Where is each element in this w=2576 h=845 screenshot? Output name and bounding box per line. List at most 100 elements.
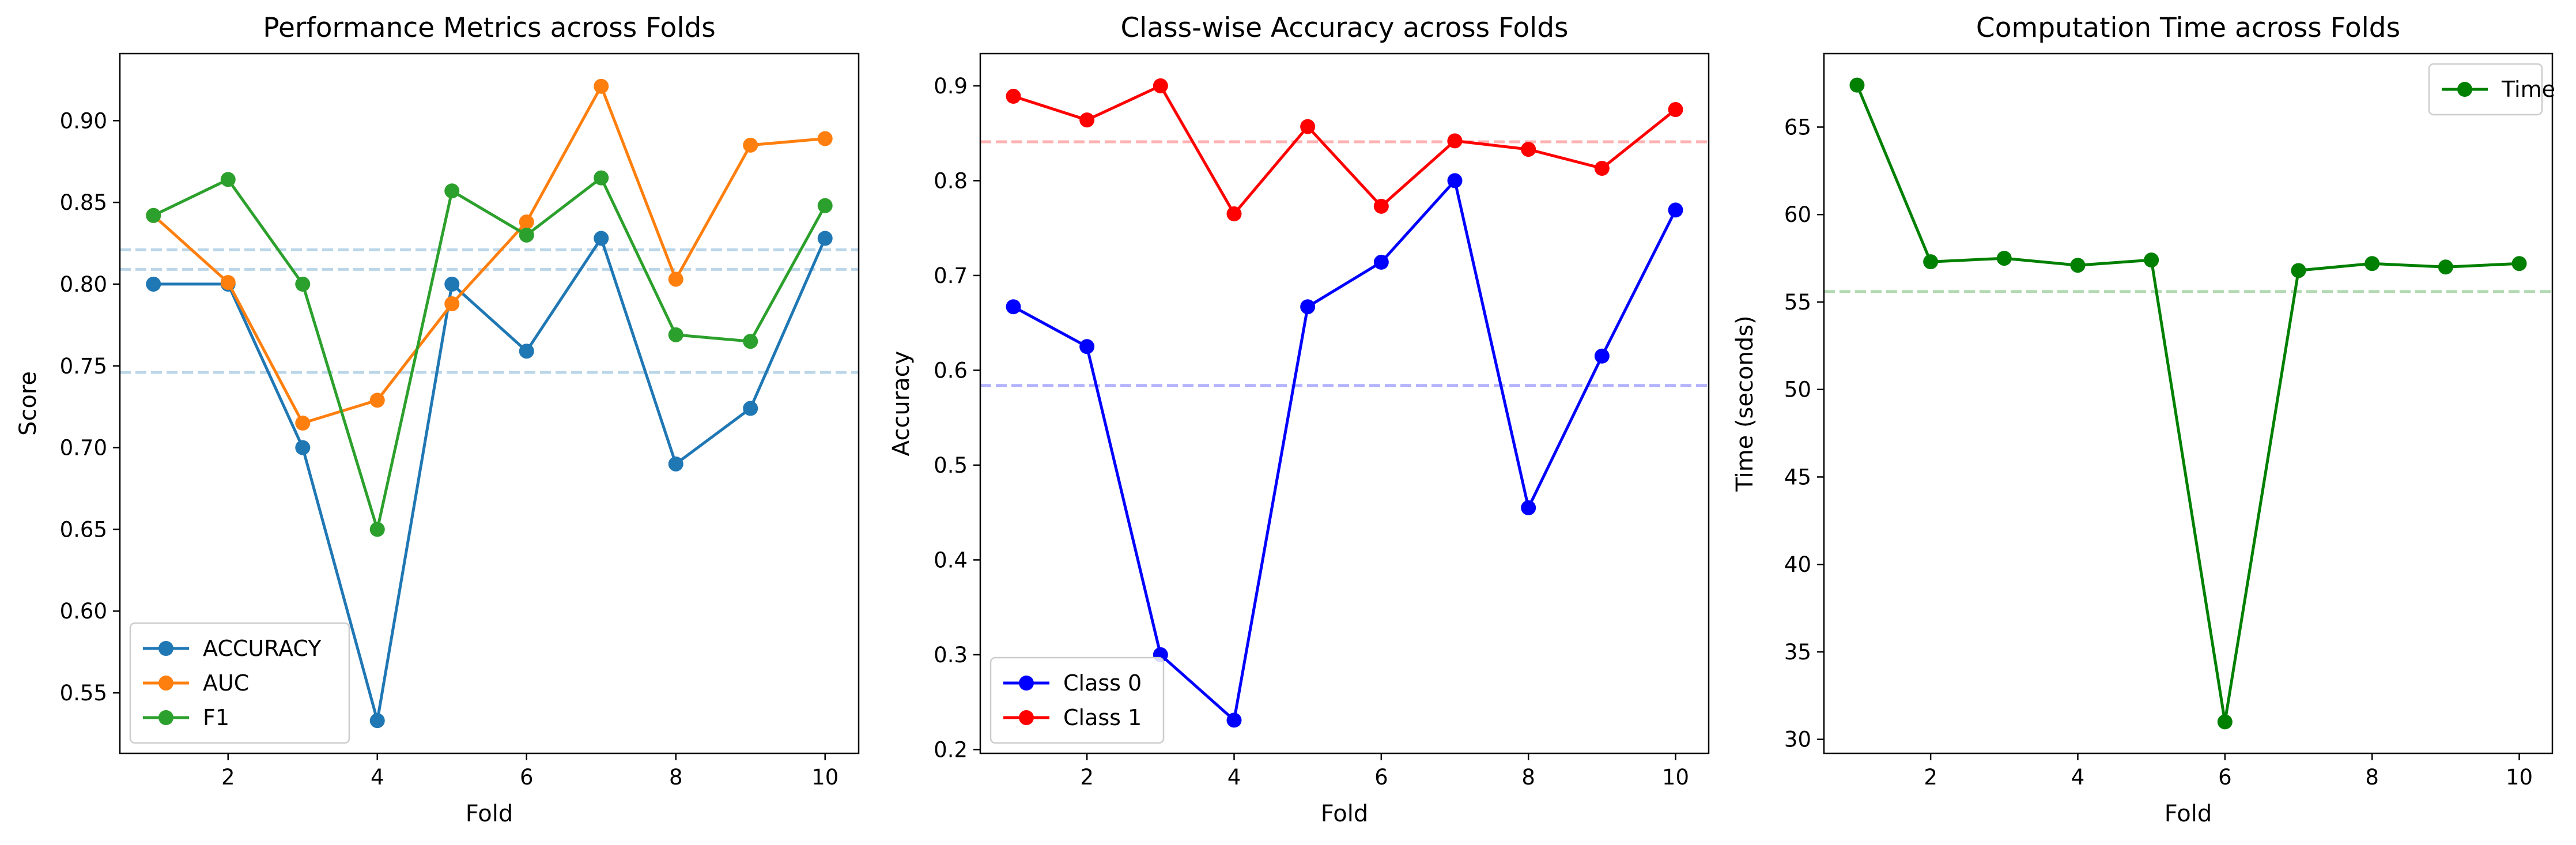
series-line-f1 bbox=[153, 176, 826, 531]
legend-swatch-marker bbox=[158, 676, 173, 691]
data-point-f1-fold-7 bbox=[594, 170, 609, 186]
data-point-class-0-fold-2 bbox=[1079, 339, 1095, 354]
y-tick-label: 30 bbox=[1784, 727, 1811, 752]
y-tick-label: 0.90 bbox=[60, 108, 107, 133]
data-point-f1-fold-6 bbox=[519, 227, 534, 243]
data-point-time-fold-7 bbox=[2291, 263, 2306, 278]
legend-swatch-marker bbox=[158, 641, 173, 656]
data-point-f1-fold-5 bbox=[444, 183, 460, 199]
legend: ACCURACY AUC F1 bbox=[129, 622, 350, 744]
data-point-class-1-fold-5 bbox=[1300, 119, 1316, 134]
legend-label: Class 1 bbox=[1063, 705, 1142, 730]
data-point-f1-fold-9 bbox=[743, 334, 758, 349]
x-tick-label: 6 bbox=[1374, 765, 1388, 790]
legend-entry-class-0: Class 0 bbox=[1003, 670, 1142, 696]
x-axis-label: Fold bbox=[466, 801, 513, 827]
y-tick-label: 0.70 bbox=[60, 436, 107, 461]
x-tick-label: 8 bbox=[2365, 765, 2379, 790]
data-point-auc-fold-9 bbox=[743, 137, 758, 153]
legend-box bbox=[129, 622, 350, 744]
chart-panel-2: 2 4 6 8 10 0.2 0.3 0.4 0.5 0.6 0.7 0.8 0.9 Class-wise… bbox=[888, 12, 1710, 827]
data-point-class-0-fold-1 bbox=[1006, 299, 1021, 315]
data-point-time-fold-5 bbox=[2144, 252, 2159, 268]
data-point-f1-fold-1 bbox=[146, 208, 161, 223]
y-tick-label: 0.9 bbox=[934, 74, 968, 99]
data-point-class-0-fold-7 bbox=[1447, 173, 1463, 188]
data-point-class-1-fold-8 bbox=[1521, 142, 1536, 157]
y-tick-label: 0.7 bbox=[934, 263, 968, 288]
plot-area bbox=[1824, 54, 2552, 753]
legend-label: Class 0 bbox=[1063, 670, 1142, 696]
data-point-auc-fold-6 bbox=[519, 214, 534, 230]
data-point-class-1-fold-6 bbox=[1373, 198, 1389, 214]
legend: Class 0 Class 1 bbox=[989, 657, 1165, 744]
data-point-class-0-fold-8 bbox=[1521, 500, 1536, 515]
data-point-auc-fold-3 bbox=[295, 416, 311, 431]
y-tick-label: 0.4 bbox=[934, 548, 968, 572]
legend-entry-auc: AUC bbox=[143, 670, 249, 696]
y-tick-label: 0.60 bbox=[60, 599, 107, 624]
x-tick-label: 6 bbox=[2218, 765, 2232, 790]
y-tick-label: 45 bbox=[1784, 465, 1811, 489]
legend-swatch-marker bbox=[158, 710, 173, 725]
x-tick-label: 8 bbox=[669, 765, 683, 790]
legend-entry-f1: F1 bbox=[143, 705, 229, 730]
series-accuracy bbox=[146, 231, 833, 729]
data-point-class-1-fold-2 bbox=[1079, 112, 1095, 128]
data-point-f1-fold-4 bbox=[369, 522, 385, 537]
data-point-f1-fold-10 bbox=[817, 198, 833, 213]
series-f1 bbox=[146, 170, 833, 537]
data-point-auc-fold-10 bbox=[817, 131, 833, 146]
axes-frame bbox=[1823, 52, 2554, 755]
x-tick-label: 4 bbox=[2071, 765, 2085, 790]
legend-label: Time bbox=[2501, 77, 2555, 102]
series-line-auc bbox=[152, 85, 825, 425]
x-axis-label: Fold bbox=[1321, 801, 1369, 827]
series-line-class-0 bbox=[1013, 179, 1677, 722]
chart-title: Computation Time across Folds bbox=[1976, 12, 2400, 44]
data-point-auc-fold-4 bbox=[369, 393, 385, 408]
data-point-class-0-fold-9 bbox=[1594, 348, 1610, 364]
data-point-accuracy-fold-5 bbox=[444, 276, 460, 292]
x-tick-label: 2 bbox=[1080, 765, 1094, 790]
series-class-0 bbox=[1006, 173, 1683, 728]
data-point-time-fold-9 bbox=[2438, 259, 2453, 275]
chart-title: Class-wise Accuracy across Folds bbox=[1120, 12, 1568, 44]
plot-area bbox=[980, 54, 1709, 753]
data-point-class-1-fold-4 bbox=[1226, 206, 1242, 222]
axes-frame bbox=[979, 52, 1710, 755]
y-tick-label: 60 bbox=[1784, 202, 1811, 227]
y-tick-label: 0.2 bbox=[934, 737, 968, 762]
x-tick-label: 2 bbox=[1924, 765, 1937, 790]
data-point-accuracy-fold-4 bbox=[369, 713, 385, 729]
legend-label: ACCURACY bbox=[203, 636, 322, 661]
x-tick-label: 6 bbox=[520, 765, 534, 790]
legend-entry-time: Time bbox=[2442, 77, 2555, 102]
data-point-time-fold-10 bbox=[2511, 256, 2527, 271]
legend-box bbox=[989, 657, 1165, 744]
legend-entry-class-1: Class 1 bbox=[1003, 705, 1142, 730]
legend: Time bbox=[2428, 63, 2555, 116]
x-tick-label: 10 bbox=[811, 765, 838, 790]
data-point-class-0-fold-6 bbox=[1373, 254, 1389, 270]
legend-label: F1 bbox=[203, 705, 229, 730]
data-point-f1-fold-3 bbox=[295, 276, 311, 292]
data-point-auc-fold-5 bbox=[444, 296, 460, 311]
data-point-f1-fold-8 bbox=[668, 327, 683, 342]
data-point-accuracy-fold-6 bbox=[519, 344, 534, 359]
y-axis-label: Score bbox=[15, 371, 41, 436]
y-tick-label: 0.85 bbox=[60, 190, 107, 215]
y-tick-label: 50 bbox=[1784, 378, 1811, 402]
data-point-class-1-fold-10 bbox=[1668, 102, 1683, 118]
legend-label: AUC bbox=[203, 670, 249, 696]
data-point-time-fold-3 bbox=[1996, 251, 2012, 266]
y-tick-label: 35 bbox=[1784, 640, 1811, 665]
legend-entry-accuracy: ACCURACY bbox=[143, 636, 322, 661]
data-point-accuracy-fold-7 bbox=[594, 231, 609, 246]
data-point-time-fold-1 bbox=[1849, 77, 1865, 93]
y-tick-label: 0.5 bbox=[934, 453, 968, 478]
data-point-f1-fold-2 bbox=[220, 172, 236, 187]
data-point-accuracy-fold-3 bbox=[295, 440, 311, 455]
data-point-auc-fold-7 bbox=[594, 78, 609, 94]
